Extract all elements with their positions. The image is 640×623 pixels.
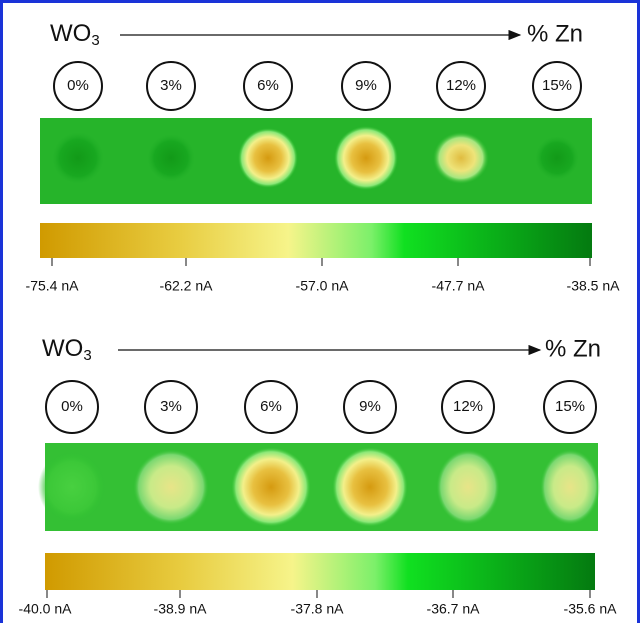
- sample-label: 15%: [542, 77, 572, 94]
- colorbar-label: -75.4 nA: [26, 278, 80, 294]
- colorbar-label: -36.7 nA: [427, 601, 481, 617]
- colorbar: [40, 223, 592, 258]
- sample-label: 6%: [257, 77, 279, 94]
- spot: [133, 449, 209, 525]
- sample-label: 12%: [446, 77, 476, 94]
- heatmap: [45, 443, 598, 531]
- heatmap: [40, 118, 592, 204]
- colorbar-label: -40.0 nA: [19, 601, 73, 617]
- figure: WO3% Zn0%3%6%9%12%15%-75.4 nA-62.2 nA-57…: [0, 0, 640, 623]
- spot: [238, 128, 298, 188]
- sample-label: 3%: [160, 398, 182, 415]
- spot: [52, 132, 104, 184]
- end-label: % Zn: [527, 20, 583, 47]
- sample-label: 0%: [67, 77, 89, 94]
- end-label: % Zn: [545, 335, 601, 362]
- colorbar-label: -37.8 nA: [291, 601, 345, 617]
- sample-label: 12%: [453, 398, 483, 415]
- panel: WO3 % Zn 0% 3% 6% 9% 12% 15% -40.0 nA -38.9 nA -37…: [19, 335, 618, 616]
- start-label-main: WO: [42, 335, 83, 362]
- start-label-subscript: 3: [83, 347, 91, 364]
- spot: [147, 134, 195, 182]
- spot: [535, 136, 579, 180]
- spot: [231, 447, 311, 527]
- spot: [332, 447, 408, 527]
- colorbar: [45, 553, 595, 590]
- start-label-subscript: 3: [91, 32, 99, 49]
- page: {"panels": [ {"start_label": "WO", "star…: [0, 0, 640, 623]
- start-label-main: WO: [50, 20, 91, 47]
- sample-label: 0%: [61, 398, 83, 415]
- panel: WO3 % Zn 0% 3% 6% 9% 12% 15% -75.4 nA -62.2 nA -57…: [26, 20, 621, 293]
- sample-label: 15%: [555, 398, 585, 415]
- colorbar-label: -57.0 nA: [296, 278, 350, 294]
- sample-label: 9%: [359, 398, 381, 415]
- spot: [38, 451, 106, 523]
- colorbar-label: -62.2 nA: [160, 278, 214, 294]
- sample-label: 9%: [355, 77, 377, 94]
- sample-label: 3%: [160, 77, 182, 94]
- spot: [540, 449, 600, 525]
- colorbar-label: -47.7 nA: [432, 278, 486, 294]
- colorbar-label: -38.5 nA: [567, 278, 621, 294]
- colorbar-label: -35.6 nA: [564, 601, 618, 617]
- spot: [433, 132, 489, 184]
- colorbar-label: -38.9 nA: [154, 601, 208, 617]
- spot: [436, 449, 500, 525]
- spot: [334, 126, 398, 190]
- start-label: WO3: [42, 335, 92, 364]
- start-label: WO3: [50, 20, 100, 49]
- sample-label: 6%: [260, 398, 282, 415]
